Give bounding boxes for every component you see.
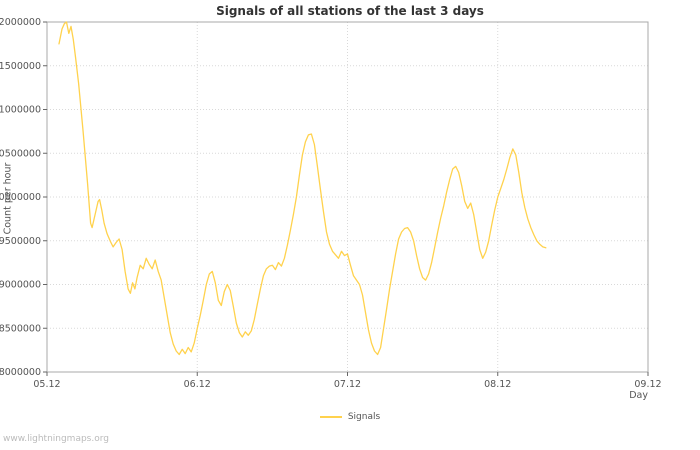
y-tick-label: 9000000 (0, 280, 41, 291)
y-tick-label: 12000000 (0, 17, 41, 28)
x-tick-label: 06.12 (184, 379, 211, 390)
x-tick-label: 09.12 (634, 379, 661, 390)
legend-label: Signals (347, 412, 381, 422)
y-tick-label: 9500000 (0, 236, 41, 247)
legend: Signals (0, 412, 700, 422)
y-tick-label: 8500000 (0, 323, 41, 334)
y-tick-label: 10500000 (0, 148, 41, 159)
x-tick-label: 08.12 (484, 379, 511, 390)
x-axis-label: Day (629, 390, 648, 401)
x-tick-label: 07.12 (334, 379, 361, 390)
legend-line-swatch (319, 415, 342, 418)
y-tick-label: 8000000 (0, 367, 41, 378)
y-tick-label: 11000000 (0, 105, 41, 116)
x-tick-label: 05.12 (33, 379, 60, 390)
signals-line (58, 21, 547, 356)
y-tick-label: 11500000 (0, 61, 41, 72)
chart-title: Signals of all stations of the last 3 da… (216, 4, 484, 18)
y-tick-label: 10000000 (0, 192, 41, 203)
watermark: www.lightningmaps.org (3, 434, 109, 444)
